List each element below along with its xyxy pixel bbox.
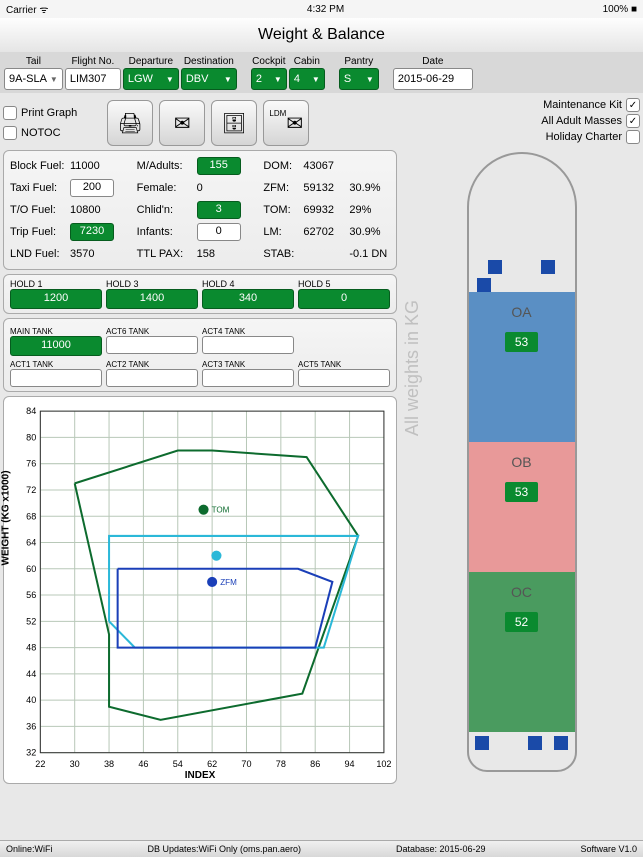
page-title: Weight & Balance bbox=[0, 18, 643, 52]
svg-text:56: 56 bbox=[26, 590, 36, 600]
aircraft-diagram: OA53 OB53 OC52 bbox=[447, 152, 597, 802]
taxi-input[interactable]: 200 bbox=[70, 179, 114, 197]
svg-text:44: 44 bbox=[26, 669, 36, 679]
svg-text:32: 32 bbox=[26, 748, 36, 758]
svg-text:36: 36 bbox=[26, 721, 36, 731]
svg-text:64: 64 bbox=[26, 538, 36, 548]
svg-text:80: 80 bbox=[26, 432, 36, 442]
zone-oa[interactable]: OA53 bbox=[469, 292, 575, 442]
date-input[interactable]: 2015-06-29 bbox=[393, 68, 473, 90]
main-tank-input[interactable]: 11000 bbox=[10, 336, 102, 356]
svg-text:22: 22 bbox=[35, 759, 45, 769]
seat-icon bbox=[488, 260, 502, 274]
hold3-input[interactable]: 1400 bbox=[106, 289, 198, 309]
svg-text:60: 60 bbox=[26, 564, 36, 574]
svg-text:72: 72 bbox=[26, 485, 36, 495]
svg-text:40: 40 bbox=[26, 695, 36, 705]
seat-icon bbox=[554, 736, 568, 750]
svg-text:94: 94 bbox=[345, 759, 355, 769]
svg-text:86: 86 bbox=[310, 759, 320, 769]
svg-text:48: 48 bbox=[26, 643, 36, 653]
svg-text:102: 102 bbox=[376, 759, 391, 769]
email-button[interactable]: ✉ bbox=[159, 100, 205, 146]
act2-input[interactable] bbox=[106, 369, 198, 387]
svg-text:68: 68 bbox=[26, 511, 36, 521]
svg-text:70: 70 bbox=[241, 759, 251, 769]
svg-text:46: 46 bbox=[138, 759, 148, 769]
maint-check[interactable] bbox=[626, 98, 640, 112]
svg-text:78: 78 bbox=[276, 759, 286, 769]
zone-ob[interactable]: OB53 bbox=[469, 442, 575, 572]
pantry-select[interactable]: S▼ bbox=[339, 68, 379, 90]
hold1-input[interactable]: 1200 bbox=[10, 289, 102, 309]
hold4-input[interactable]: 340 bbox=[202, 289, 294, 309]
dep-select[interactable]: LGW▼ bbox=[123, 68, 179, 90]
svg-text:ZFM: ZFM bbox=[220, 578, 237, 587]
status-bar: Carrier ᯤ 4:32 PM 100% ■ bbox=[0, 0, 643, 18]
child-input[interactable]: 3 bbox=[197, 201, 241, 219]
ldm-button[interactable]: LDM✉ bbox=[263, 100, 309, 146]
trip-input[interactable]: 7230 bbox=[70, 223, 114, 241]
flight-input[interactable]: LIM307 bbox=[65, 68, 121, 90]
seat-icon bbox=[477, 278, 491, 292]
seat-icon bbox=[541, 260, 555, 274]
adult-check[interactable] bbox=[626, 114, 640, 128]
svg-text:76: 76 bbox=[26, 459, 36, 469]
notoc-check[interactable] bbox=[3, 126, 17, 140]
zone-oc[interactable]: OC52 bbox=[469, 572, 575, 732]
flight-toolbar: Tail9A-SLA▼ Flight No.LIM307 DepartureLG… bbox=[0, 52, 643, 93]
svg-text:TOM: TOM bbox=[212, 506, 230, 515]
act5-input[interactable] bbox=[298, 369, 390, 387]
svg-text:54: 54 bbox=[173, 759, 183, 769]
adults-input[interactable]: 155 bbox=[197, 157, 241, 175]
hold5-input[interactable]: 0 bbox=[298, 289, 390, 309]
units-label: All weights in KG bbox=[402, 300, 423, 436]
infants-input[interactable]: 0 bbox=[197, 223, 241, 241]
cabin-select[interactable]: 4▼ bbox=[289, 68, 325, 90]
print-check[interactable] bbox=[3, 106, 17, 120]
seat-icon bbox=[528, 736, 542, 750]
dest-select[interactable]: DBV▼ bbox=[181, 68, 237, 90]
svg-text:62: 62 bbox=[207, 759, 217, 769]
act3-input[interactable] bbox=[202, 369, 294, 387]
print-button[interactable]: 🖨 bbox=[107, 100, 153, 146]
tail-select[interactable]: 9A-SLA▼ bbox=[4, 68, 63, 90]
footer-bar: Online:WiFi DB Updates:WiFi Only (oms.pa… bbox=[0, 840, 643, 857]
svg-text:84: 84 bbox=[26, 406, 36, 416]
cockpit-select[interactable]: 2▼ bbox=[251, 68, 287, 90]
holiday-check[interactable] bbox=[626, 130, 640, 144]
act1-input[interactable] bbox=[10, 369, 102, 387]
svg-text:30: 30 bbox=[70, 759, 80, 769]
svg-text:38: 38 bbox=[104, 759, 114, 769]
database-button[interactable]: 🗄 bbox=[211, 100, 257, 146]
seat-icon bbox=[475, 736, 489, 750]
act6-input[interactable] bbox=[106, 336, 198, 354]
act4-input[interactable] bbox=[202, 336, 294, 354]
envelope-chart: WEIGHT (KG x1000) INDEX 2230384654627078… bbox=[3, 396, 397, 784]
svg-text:52: 52 bbox=[26, 616, 36, 626]
